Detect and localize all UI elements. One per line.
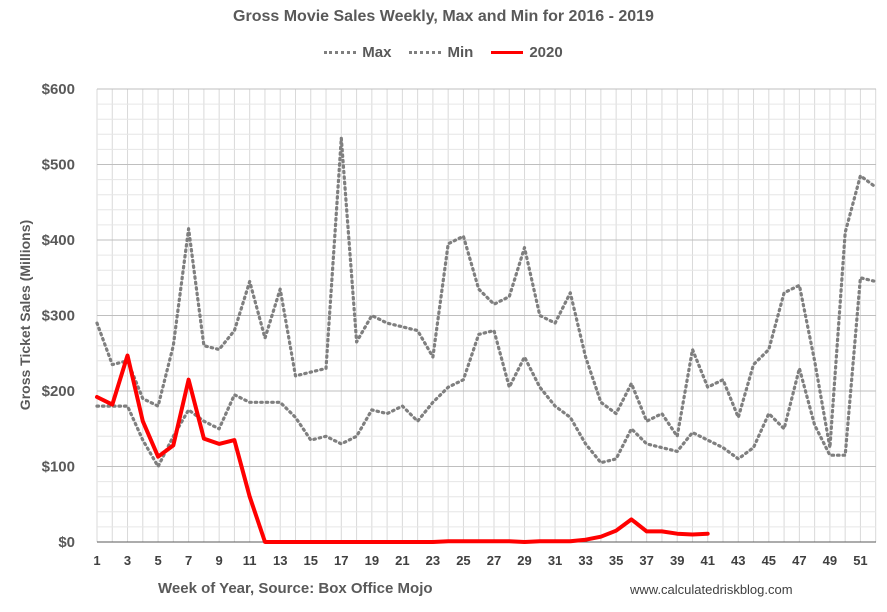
x-tick-label: 13 (273, 553, 287, 568)
x-tick-label: 19 (365, 553, 379, 568)
legend-label-min: Min (447, 44, 474, 61)
legend-item-max: Max (324, 44, 391, 61)
legend-swatch-max (324, 51, 357, 54)
x-tick-label: 51 (853, 553, 867, 568)
y-tick-label: $500 (42, 157, 75, 174)
x-tick-label: 7 (185, 553, 192, 568)
x-tick-label: 35 (609, 553, 623, 568)
x-tick-label: 49 (823, 553, 837, 568)
x-tick-label: 25 (456, 553, 470, 568)
legend-item-min: Min (409, 44, 473, 61)
y-tick-label: $200 (42, 383, 75, 400)
source-note: www.calculatedriskblog.com (630, 582, 793, 597)
legend-label-max: Max (362, 44, 392, 61)
legend-swatch-min (409, 51, 442, 54)
y-tick-label: $400 (42, 232, 75, 249)
x-tick-label: 5 (154, 553, 161, 568)
y-tick-label: $100 (42, 459, 75, 476)
x-tick-label: 21 (395, 553, 409, 568)
legend-label-2020: 2020 (529, 44, 563, 61)
x-tick-label: 17 (334, 553, 348, 568)
x-tick-label: 3 (124, 553, 131, 568)
x-tick-label: 9 (216, 553, 223, 568)
x-tick-label: 33 (578, 553, 592, 568)
series-line-min (95, 276, 878, 469)
legend-item-2020: 2020 (491, 44, 563, 61)
x-tick-label: 23 (426, 553, 440, 568)
y-tick-label: $300 (42, 308, 75, 325)
x-tick-label: 47 (792, 553, 806, 568)
y-tick-label: $600 (42, 81, 75, 98)
legend-swatch-2020 (491, 51, 524, 54)
x-tick-label: 31 (548, 553, 562, 568)
x-tick-label: 39 (670, 553, 684, 568)
x-tick-label: 29 (517, 553, 531, 568)
x-tick-label: 41 (701, 553, 715, 568)
x-tick-label: 11 (243, 553, 257, 568)
x-tick-label: 43 (731, 553, 745, 568)
x-axis-label: Week of Year, Source: Box Office Mojo (158, 580, 433, 597)
x-tick-label: 27 (487, 553, 501, 568)
y-tick-label: $0 (58, 534, 75, 551)
x-tick-label: 37 (639, 553, 653, 568)
series-line-max (95, 136, 878, 450)
x-tick-label: 1 (93, 553, 100, 568)
chart-title: Gross Movie Sales Weekly, Max and Min fo… (233, 8, 654, 25)
series-line-2020 (95, 353, 710, 544)
x-tick-label: 15 (304, 553, 318, 568)
x-tick-label: 45 (762, 553, 776, 568)
legend: Max Min 2020 (0, 44, 887, 61)
